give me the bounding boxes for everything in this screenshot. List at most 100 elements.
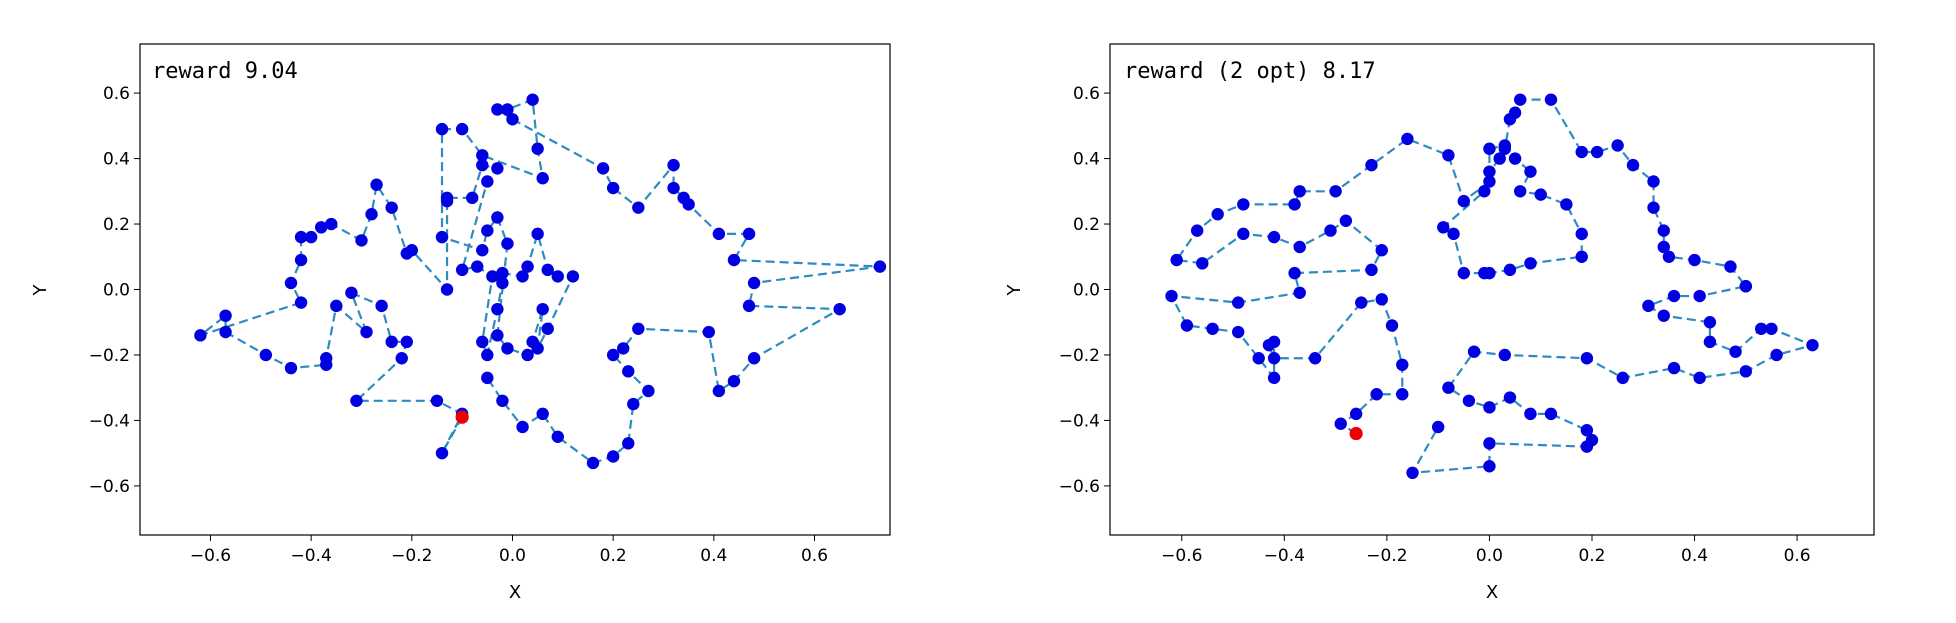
left-city-point xyxy=(370,178,383,191)
left-y-tick-label: 0.6 xyxy=(103,84,130,104)
left-city-point xyxy=(350,394,363,407)
right-city-point xyxy=(1806,338,1819,352)
left-city-point xyxy=(632,322,645,335)
right-x-tick-label: −0.4 xyxy=(1264,546,1305,566)
right-city-point xyxy=(1375,293,1388,306)
right-city-point xyxy=(1560,198,1573,211)
left-city-point xyxy=(516,270,529,283)
left-city-point xyxy=(294,253,308,267)
left-city-point xyxy=(375,299,388,313)
right-y-tick-label: 0.4 xyxy=(1073,150,1100,170)
right-city-point xyxy=(1703,335,1717,349)
right-city-point xyxy=(1180,319,1194,332)
right-city-point xyxy=(1688,253,1701,267)
right-city-point xyxy=(1196,257,1209,270)
left-city-point xyxy=(330,299,343,313)
right-city-point xyxy=(1190,224,1204,237)
right-city-point xyxy=(1206,322,1219,335)
left-city-point xyxy=(294,230,308,244)
left-city-point xyxy=(481,371,494,385)
left-city-point xyxy=(435,230,449,244)
right-city-point xyxy=(1170,253,1183,267)
left-x-tick-label: 0.4 xyxy=(700,546,727,566)
left-reward-annotation: reward 9.04 xyxy=(152,59,298,84)
left-city-point xyxy=(727,253,741,267)
right-city-point xyxy=(1647,175,1660,188)
right-city-point xyxy=(1667,361,1681,375)
left-city-point xyxy=(294,296,308,309)
right-city-point xyxy=(1365,263,1378,277)
right-city-point xyxy=(1580,352,1594,365)
right-city-point xyxy=(1385,319,1399,332)
right-city-point xyxy=(1370,388,1383,401)
left-city-point xyxy=(491,302,504,316)
left-y-tick-label: 0.0 xyxy=(103,281,130,301)
right-y-tick-label: −0.4 xyxy=(1059,411,1100,431)
left-city-point xyxy=(501,103,514,116)
left-city-point xyxy=(440,283,454,296)
right-city-point xyxy=(1590,145,1604,159)
right-city-point xyxy=(1293,185,1306,198)
right-city-point xyxy=(1396,358,1409,371)
right-x-tick-label: 0.2 xyxy=(1578,546,1605,566)
left-city-point xyxy=(501,237,514,250)
left-city-point xyxy=(712,384,726,398)
right-city-point xyxy=(1375,244,1388,257)
left-city-point xyxy=(531,142,544,155)
left-city-point xyxy=(320,358,333,371)
left-x-tick-label: 0.0 xyxy=(499,546,526,566)
right-city-point xyxy=(1267,352,1281,365)
right-city-point xyxy=(1478,185,1491,198)
right-tour-path xyxy=(1169,98,1816,475)
left-city-point xyxy=(566,270,580,283)
left-city-point xyxy=(491,211,504,224)
right-city-point xyxy=(1329,185,1342,198)
right-city-point xyxy=(1334,417,1347,430)
right-city-point xyxy=(1524,257,1537,270)
left-city-point xyxy=(481,175,494,188)
left-city-point xyxy=(727,374,741,388)
right-city-point xyxy=(1231,325,1245,339)
left-city-point xyxy=(551,270,564,283)
right-city-point xyxy=(1514,93,1527,106)
left-city-point xyxy=(385,201,398,214)
right-city-point xyxy=(1667,289,1681,303)
right-x-tick-label: 0.4 xyxy=(1681,546,1708,566)
right-city-point xyxy=(1211,208,1224,221)
left-city-point xyxy=(536,302,549,316)
right-reward-annotation: reward (2 opt) 8.17 xyxy=(1124,59,1376,84)
right-city-point xyxy=(1478,266,1491,280)
left-city-point xyxy=(219,325,232,339)
right-city-point xyxy=(1647,201,1660,214)
left-city-point xyxy=(617,342,630,355)
right-city-point xyxy=(1657,224,1670,237)
left-city-point xyxy=(219,309,232,322)
left-city-point xyxy=(596,162,610,175)
left-city-point xyxy=(622,437,635,450)
right-city-point xyxy=(1288,198,1301,211)
left-city-point xyxy=(506,113,519,126)
right-city-point xyxy=(1483,401,1496,414)
left-y-tick-label: −0.4 xyxy=(89,411,130,431)
right-city-point xyxy=(1534,188,1547,201)
right-city-point xyxy=(1288,266,1301,280)
right-x-tick-label: 0.0 xyxy=(1476,546,1503,566)
left-city-point xyxy=(440,191,454,205)
left-city-point xyxy=(606,348,620,362)
right-y-tick-label: −0.6 xyxy=(1059,477,1100,497)
right-city-point xyxy=(1401,132,1414,146)
left-city-point xyxy=(435,446,449,460)
left-city-point xyxy=(284,361,298,375)
left-city-point xyxy=(667,181,680,195)
right-city-point xyxy=(1498,142,1512,155)
left-city-point xyxy=(455,122,469,136)
left-city-point xyxy=(405,244,419,257)
left-city-point xyxy=(526,93,539,106)
right-city-point xyxy=(1754,322,1768,335)
right-x-tick-label: −0.2 xyxy=(1366,546,1407,566)
right-city-point xyxy=(1514,185,1527,198)
left-city-point xyxy=(435,122,449,136)
left-city-point xyxy=(541,322,554,335)
right-city-point xyxy=(1626,158,1640,172)
left-city-point xyxy=(284,276,298,290)
